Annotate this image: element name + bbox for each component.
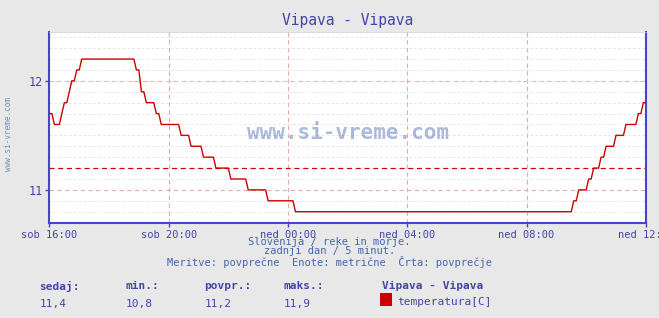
Text: temperatura[C]: temperatura[C]: [397, 297, 492, 307]
Text: Meritve: povprečne  Enote: metrične  Črta: povprečje: Meritve: povprečne Enote: metrične Črta:…: [167, 256, 492, 268]
Text: 11,2: 11,2: [204, 299, 231, 309]
Text: www.si-vreme.com: www.si-vreme.com: [246, 123, 449, 143]
Text: Slovenija / reke in morje.: Slovenija / reke in morje.: [248, 237, 411, 247]
Text: 11,9: 11,9: [283, 299, 310, 309]
Text: 11,4: 11,4: [40, 299, 67, 309]
Text: min.:: min.:: [125, 281, 159, 291]
Text: Vipava - Vipava: Vipava - Vipava: [382, 281, 484, 292]
Text: www.si-vreme.com: www.si-vreme.com: [4, 97, 13, 170]
Text: povpr.:: povpr.:: [204, 281, 252, 291]
Text: sedaj:: sedaj:: [40, 281, 80, 293]
Text: 10,8: 10,8: [125, 299, 152, 309]
Title: Vipava - Vipava: Vipava - Vipava: [282, 13, 413, 28]
Text: zadnji dan / 5 minut.: zadnji dan / 5 minut.: [264, 246, 395, 256]
Text: maks.:: maks.:: [283, 281, 324, 291]
